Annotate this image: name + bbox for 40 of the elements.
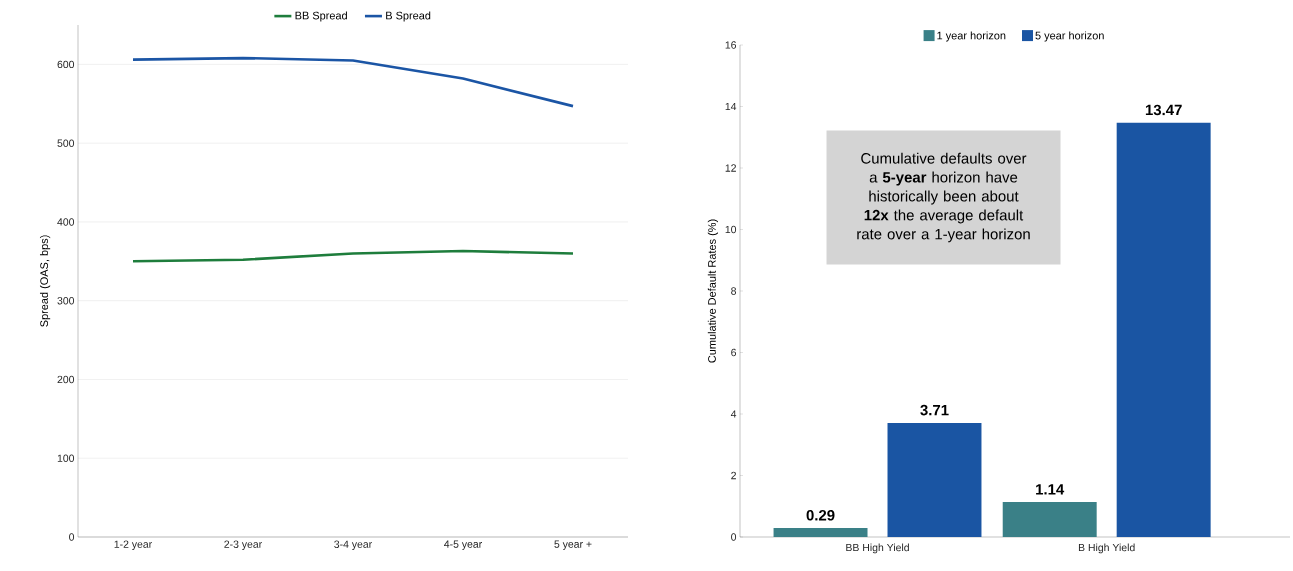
annotation: Cumulative defaults over a 5-year horizon have historically been about 12x the average default rate over a 1-year horizon [857,152,1030,243]
y-tick-label: 4 [730,410,737,418]
line-series [131,249,575,263]
y-tick-label: 14 [725,102,737,111]
bar [773,528,868,537]
y-tick-label: 6 [731,348,737,357]
data-label: 3.71 [920,404,949,416]
bar [887,422,982,537]
y-tick-label: 12 [725,164,736,172]
x-tick-label: 1-2 year [114,540,152,550]
bar [1116,122,1211,537]
legend-label: 5 year horizon [1035,31,1104,42]
y-tick-label: 0 [731,533,737,541]
x-tick-label: 2-3 year [224,540,262,550]
line-series [131,56,575,108]
y-tick-label: 400 [57,218,75,226]
y-tick-label: 0 [69,533,75,541]
y-tick-label: 8 [731,287,737,295]
y-tick-label: 500 [57,139,75,147]
legend-label: 1 year horizon [937,31,1006,42]
x-tick-label: B High Yield [1078,543,1135,554]
x-tick-label: 3-4 year [334,540,372,550]
y-axis-title: Spread (OAS, bps) [39,235,51,327]
legend-label: B Spread [386,11,431,22]
x-tick-label: 4-5 year [444,540,482,550]
data-label: 1.14 [1036,484,1065,495]
bar [1002,501,1097,537]
data-label: 13.47 [1145,104,1182,116]
y-tick-label: 2 [731,471,736,480]
y-tick-label: 600 [57,60,75,69]
x-tick-label: 5 year + [554,540,592,550]
y-tick-label: 200 [57,375,75,384]
y-tick-label: 300 [57,297,75,305]
y-tick-label: 10 [725,225,737,234]
y-tick-label: 16 [725,41,737,49]
x-tick-label: BB High Yield [846,543,909,554]
y-tick-label: 100 [57,454,75,462]
legend-label: BB Spread [295,11,347,22]
data-label: 0.29 [806,509,835,521]
y-axis-title: Cumulative Default Rates (%) [707,219,719,363]
